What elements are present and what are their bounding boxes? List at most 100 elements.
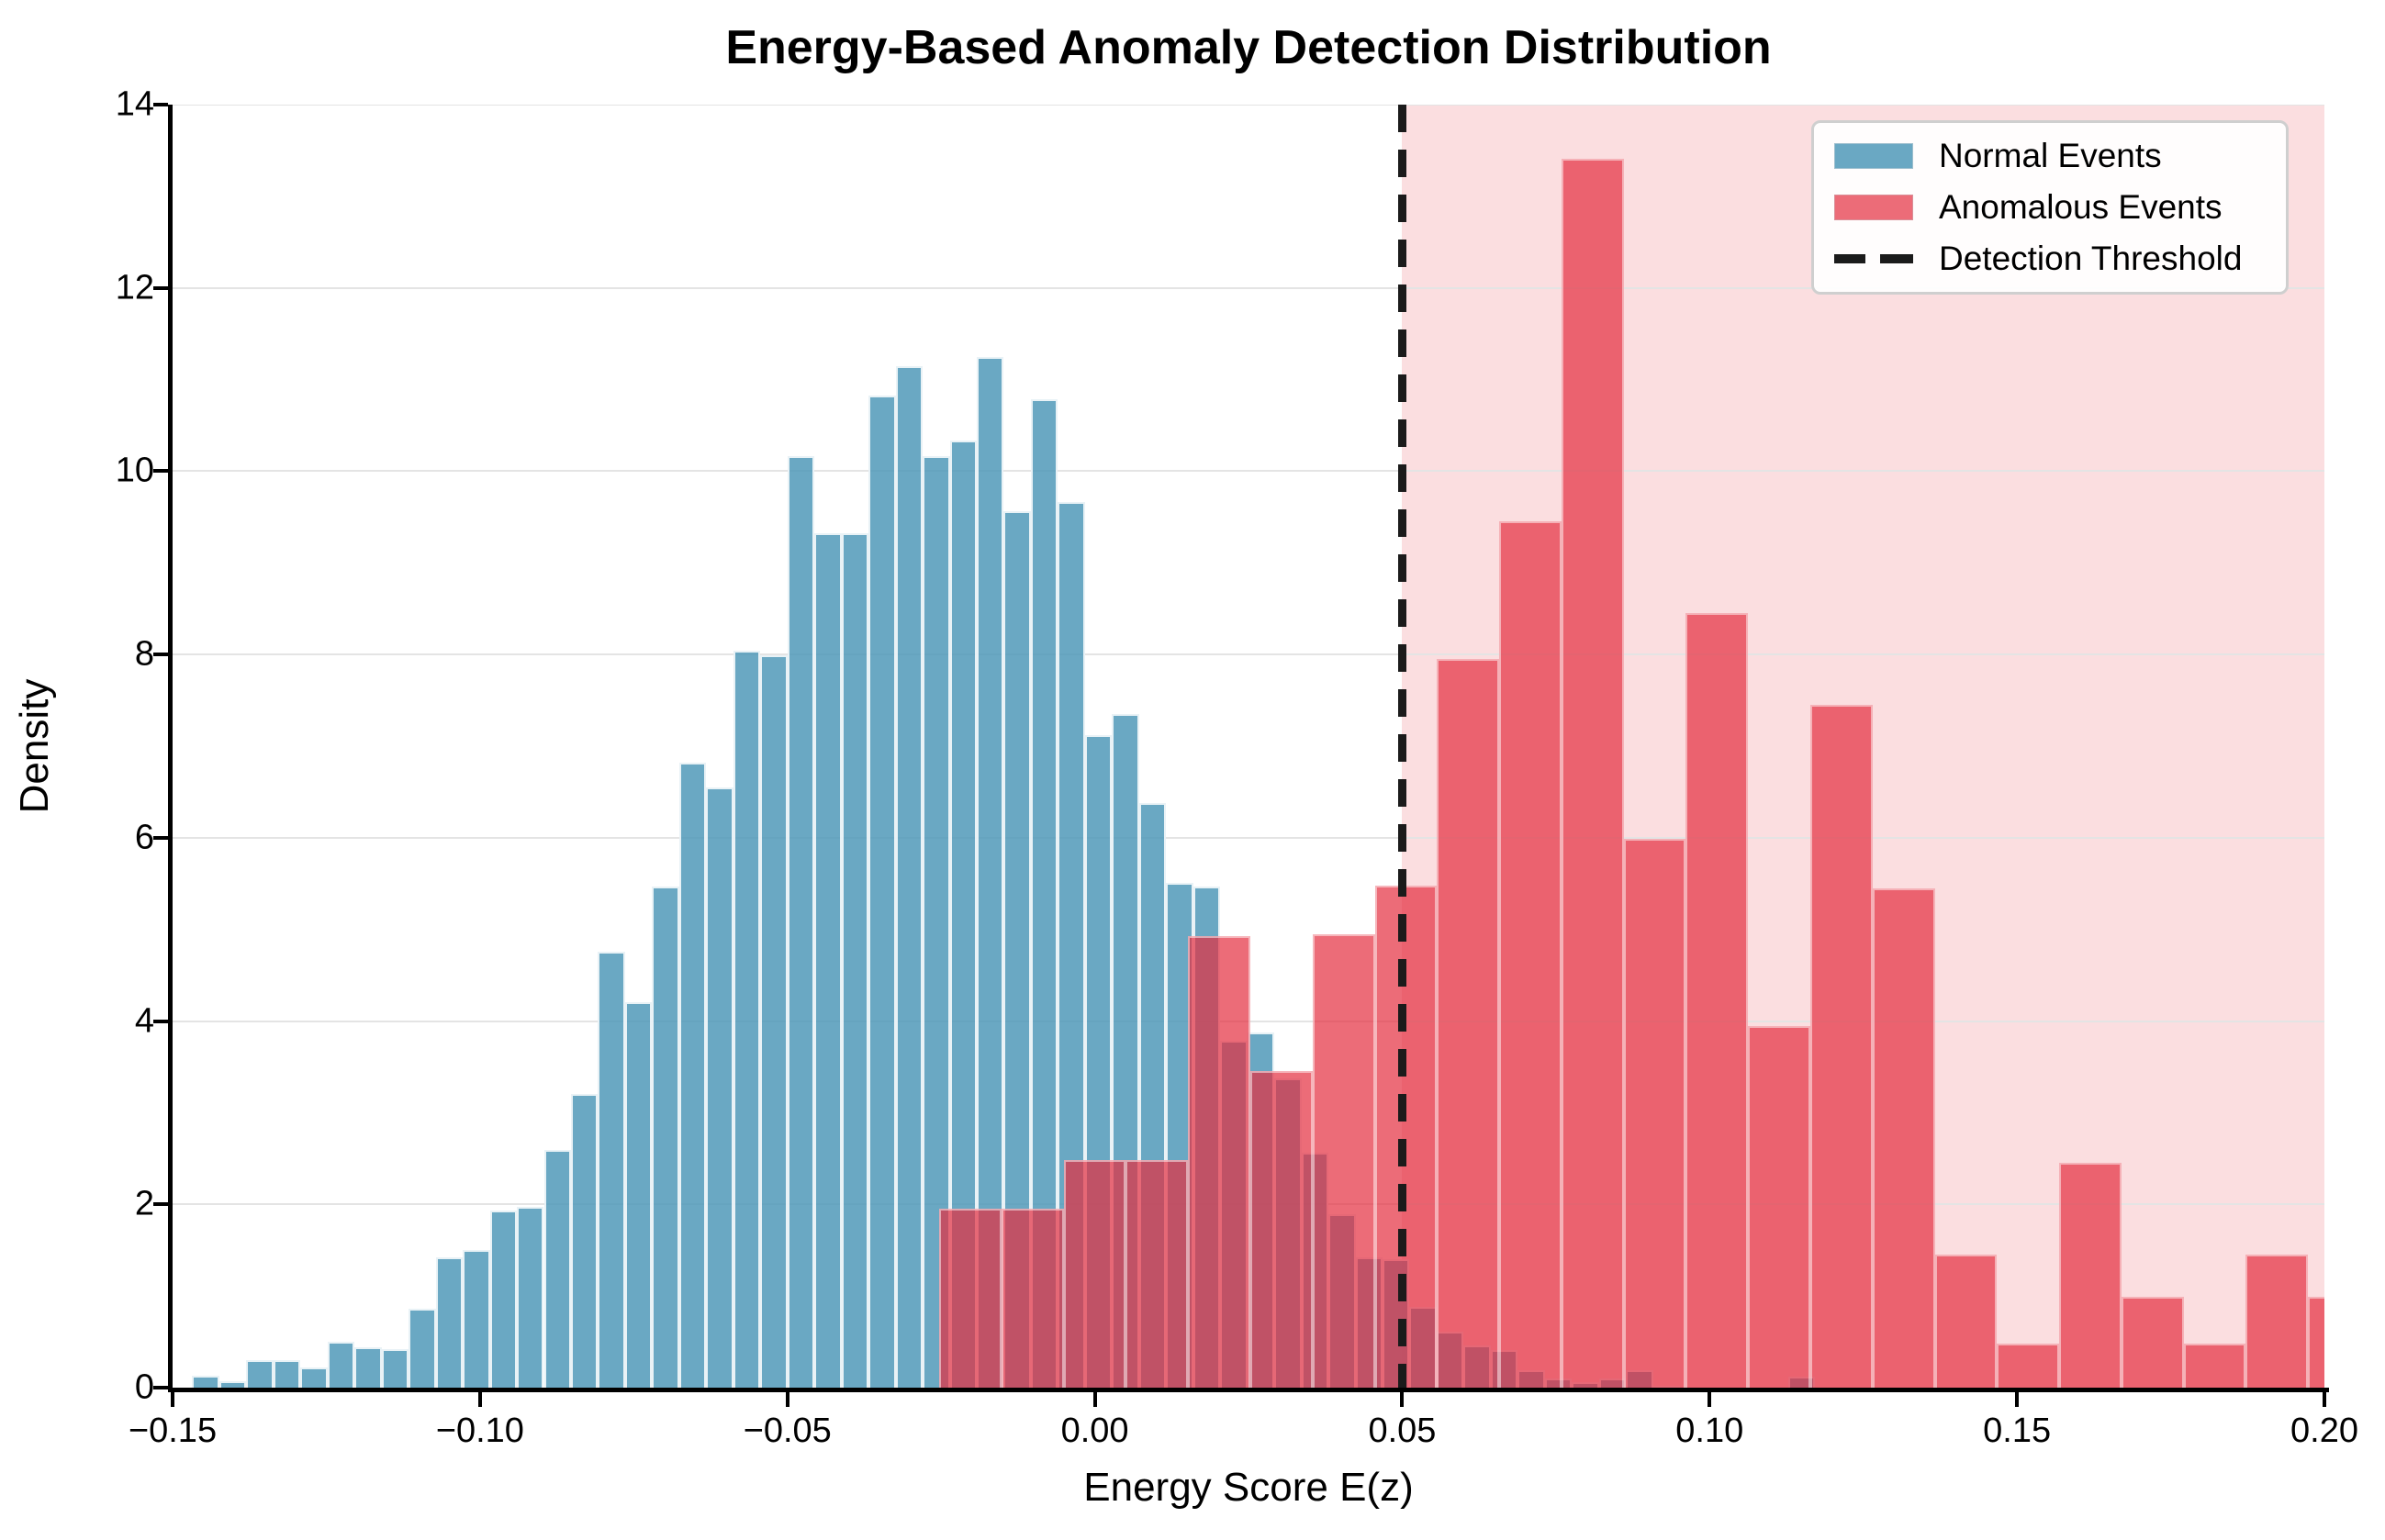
histogram-bar-anomalous [1312, 933, 1375, 1388]
gridline [173, 470, 2324, 473]
histogram-bar-normal [598, 951, 625, 1388]
x-tick-label: 0.05 [1368, 1412, 1437, 1450]
x-axis-spine [168, 1388, 2329, 1392]
threshold-line [1397, 105, 1406, 1388]
x-axis-label: Energy Score E(z) [1083, 1465, 1414, 1510]
histogram-bar-normal [354, 1347, 382, 1388]
x-tick [2323, 1392, 2326, 1407]
legend-item-anomalous-events: Anomalous Events [1834, 188, 2266, 227]
gridline [173, 836, 2324, 839]
y-axis-label: Density [12, 678, 57, 814]
y-tick [153, 469, 168, 474]
y-tick-label: 10 [115, 451, 154, 490]
y-tick-label: 2 [134, 1184, 154, 1223]
legend-label: Anomalous Events [1939, 188, 2223, 226]
y-tick [153, 653, 168, 657]
histogram-bar-anomalous [1437, 659, 1500, 1388]
gridline [173, 105, 2324, 106]
x-tick [1400, 1392, 1405, 1407]
histogram-bar-normal [814, 533, 842, 1388]
histogram-bar-anomalous [1872, 887, 1935, 1388]
x-tick-label: −0.15 [128, 1412, 218, 1450]
histogram-bar-anomalous [939, 1209, 1002, 1388]
x-tick-label: −0.05 [743, 1412, 832, 1450]
legend-item-normal-events: Normal Events [1834, 137, 2266, 175]
y-tick-label: 8 [134, 634, 154, 674]
histogram-bar-normal [517, 1207, 544, 1388]
y-tick-label: 12 [115, 268, 154, 307]
y-tick-label: 0 [134, 1367, 154, 1407]
histogram-bar-normal [570, 1094, 599, 1388]
histogram-bar-anomalous [1250, 1071, 1313, 1388]
histogram-bar-normal [273, 1360, 301, 1388]
histogram-bar-anomalous [1748, 1025, 1810, 1388]
histogram-bar-normal [435, 1257, 464, 1388]
x-tick [171, 1392, 174, 1407]
histogram-bar-normal [246, 1360, 274, 1388]
histogram-bar-anomalous [2183, 1344, 2246, 1388]
y-tick [153, 1386, 168, 1389]
histogram-bar-normal [327, 1342, 355, 1388]
histogram-bar-normal [218, 1381, 247, 1388]
chart-title: Energy-Based Anomaly Detection Distribut… [725, 21, 1772, 74]
histogram-bar-normal [300, 1367, 328, 1388]
x-tick [1092, 1392, 1097, 1407]
x-tick-label: 0.15 [1983, 1412, 2052, 1450]
x-tick-label: 0.00 [1060, 1412, 1129, 1450]
y-tick-label: 14 [115, 84, 154, 124]
histogram-bar-anomalous [1934, 1255, 1998, 1388]
x-tick-label: 0.20 [2290, 1412, 2358, 1450]
histogram-bar-anomalous [2308, 1297, 2324, 1388]
legend-label: Normal Events [1939, 137, 2162, 174]
histogram-bar-anomalous [1809, 705, 1873, 1388]
histogram-bar-anomalous [1499, 521, 1562, 1388]
x-tick [785, 1392, 789, 1407]
x-tick-label: 0.10 [1675, 1412, 1744, 1450]
histogram-bar-normal [787, 456, 815, 1388]
histogram-bar-normal [192, 1376, 219, 1388]
legend: Normal Events Anomalous Events Detection… [1811, 120, 2289, 295]
x-tick [477, 1392, 482, 1407]
gridline [173, 286, 2324, 289]
normal-events-swatch [1834, 143, 1913, 169]
histogram-bar-normal [624, 1001, 653, 1388]
detection-threshold-dash-icon [1834, 254, 1913, 263]
y-tick [153, 1019, 168, 1023]
histogram-bar-normal [463, 1250, 490, 1388]
histogram-bar-anomalous [2059, 1163, 2122, 1388]
y-tick [153, 103, 168, 106]
histogram-bar-normal [760, 655, 788, 1388]
legend-item-detection-threshold: Detection Threshold [1834, 240, 2266, 278]
histogram-bar-anomalous [1623, 838, 1686, 1388]
x-tick [1708, 1392, 1712, 1407]
histogram-bar-normal [489, 1211, 518, 1388]
histogram-bar-normal [868, 395, 896, 1388]
y-axis-spine [168, 105, 173, 1392]
gridline [173, 653, 2324, 656]
histogram-bar-anomalous [1001, 1209, 1064, 1388]
histogram-bar-normal [841, 533, 869, 1388]
x-tick-label: −0.10 [435, 1412, 524, 1450]
histogram-bar-normal [543, 1150, 571, 1388]
histogram-bar-normal [706, 787, 733, 1388]
histogram-bar-anomalous [1685, 613, 1749, 1388]
y-tick [153, 285, 168, 290]
plot-area [173, 105, 2324, 1388]
y-tick [153, 835, 168, 840]
histogram-bar-normal [678, 762, 707, 1388]
y-tick [153, 1202, 168, 1207]
histogram-bar-normal [652, 886, 679, 1388]
histogram-bar-anomalous [1063, 1160, 1126, 1388]
histogram-bar-normal [409, 1309, 436, 1388]
histogram-bar-anomalous [1561, 158, 1624, 1388]
histogram-bar-normal [895, 365, 924, 1388]
histogram-bar-anomalous [1188, 935, 1250, 1388]
anomalous-events-swatch [1834, 195, 1913, 220]
y-tick-label: 6 [134, 818, 154, 857]
histogram-bar-anomalous [1125, 1160, 1189, 1388]
x-tick [2015, 1392, 2020, 1407]
histogram-bar-normal [733, 651, 761, 1388]
histogram-bar-anomalous [2121, 1297, 2184, 1388]
histogram-bar-normal [381, 1349, 409, 1388]
